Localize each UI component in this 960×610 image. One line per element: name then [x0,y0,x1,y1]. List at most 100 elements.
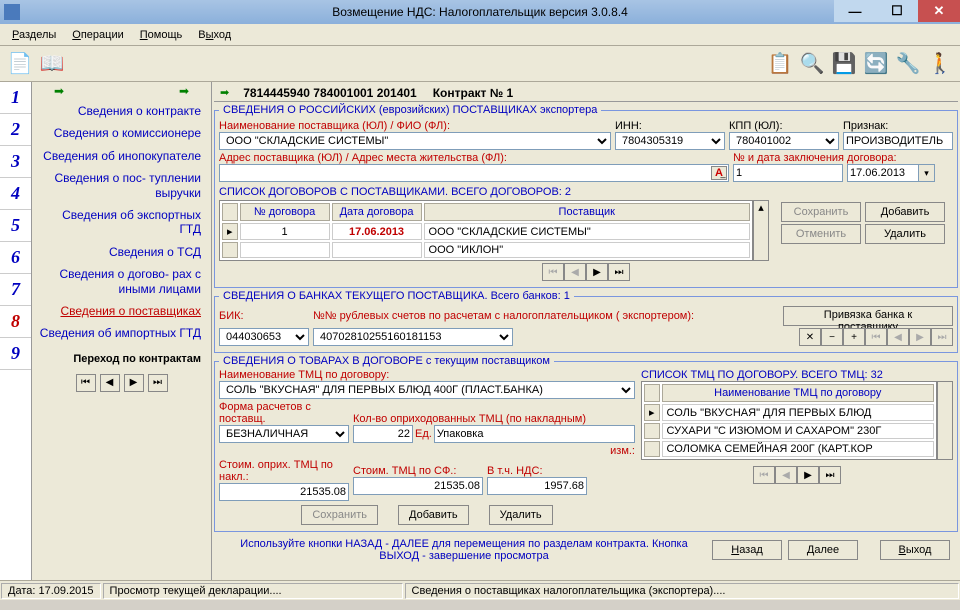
tmc-name-select[interactable]: СОЛЬ "ВКУСНАЯ" ДЛЯ ПЕРВЫХ БЛЮД 400Г (ПЛА… [219,381,635,399]
section-1[interactable]: 1 [0,82,31,114]
cost1-field[interactable] [219,483,349,501]
exit-button[interactable]: Выход [880,540,950,560]
supplier-name-select[interactable]: ООО "СКЛАДСКИЕ СИСТЕМЫ" [219,132,611,150]
book-icon[interactable]: 📖 [38,50,66,78]
contracts-scrollbar[interactable]: ▴ [753,200,769,261]
contract-date-field[interactable] [847,164,919,182]
tmc-last-button[interactable]: ⏭ [819,466,841,484]
bank-first-icon[interactable]: ⏮ [865,328,887,346]
tmc-prev-button[interactable]: ◀ [775,466,797,484]
acct-select[interactable]: 40702810255160181153 [313,328,513,346]
col-contract-no[interactable]: № договора [240,203,330,221]
section-5[interactable]: 5 [0,210,31,242]
doc-icon[interactable]: 📋 [766,50,794,78]
inn-select[interactable]: 7804305319 [615,132,725,150]
tmc-next-button[interactable]: ▶ [797,466,819,484]
contract-prev-button[interactable]: ◀ [100,374,120,392]
tmc-col-header[interactable]: Наименование ТМЦ по договору [662,384,934,402]
cost2-field[interactable] [353,477,483,495]
sidebar-item-commissioner[interactable]: Сведения о комиссионере [34,122,209,144]
minimize-button[interactable]: — [834,0,876,22]
goods-add-button[interactable]: Добавить [398,505,469,525]
table-row[interactable]: СУХАРИ "С ИЗЮМОМ И САХАРОМ" 230Г [644,423,934,439]
vat-field[interactable] [487,477,587,495]
contracts-table[interactable]: № договора Дата договора Поставщик ▸ 1 1… [219,200,753,261]
goods-delete-button[interactable]: Удалить [489,505,553,525]
section-4[interactable]: 4 [0,178,31,210]
payform-select[interactable]: БЕЗНАЛИЧНАЯ [219,425,349,443]
sidebar-item-import-gtd[interactable]: Сведения об импортных ГТД [34,322,209,344]
search-icon[interactable]: 🔍 [798,50,826,78]
bank-cancel-icon[interactable]: ✕ [799,328,821,346]
add-button[interactable]: Добавить [865,202,945,222]
nav-prev-button[interactable]: ◀ [564,263,586,281]
tmc-table[interactable]: Наименование ТМЦ по договору ▸СОЛЬ "ВКУС… [641,381,937,460]
window-title: Возмещение НДС: Налогоплательщик версия … [332,5,628,19]
col-contract-date[interactable]: Дата договора [332,203,422,221]
table-row[interactable]: ООО "ИКЛОН" [222,242,750,258]
tmc-name-label: Наименование ТМЦ по договору: [219,369,635,381]
contract-number-label: Контракт № 1 [425,86,521,100]
bank-minus-icon[interactable]: − [821,328,843,346]
sidebar-item-other-contracts[interactable]: Сведения о догово- рах с иными лицами [34,263,209,300]
sidebar-item-suppliers[interactable]: Сведения о поставщиках [34,300,209,322]
section-8[interactable]: 8 [0,306,31,338]
contract-date-picker[interactable]: ▾ [847,164,935,182]
sidebar-item-tsd[interactable]: Сведения о ТСД [34,241,209,263]
declaration-id: 7814445940 784001001 201401 [235,86,425,100]
section-9[interactable]: 9 [0,338,31,370]
qty-field[interactable] [353,425,413,443]
table-row[interactable]: ▸СОЛЬ "ВКУСНАЯ" ДЛЯ ПЕРВЫХ БЛЮД [644,404,934,421]
menu-exit[interactable]: Выход [190,27,239,43]
tmc-first-button[interactable]: ⏮ [753,466,775,484]
section-3[interactable]: 3 [0,146,31,178]
contract-no-field[interactable] [733,164,843,182]
bank-prev-icon[interactable]: ◀ [887,328,909,346]
table-row[interactable]: ▸ 1 17.06.2013 ООО "СКЛАДСКИЕ СИСТЕМЫ" [222,223,750,240]
next-button[interactable]: Далее [788,540,858,560]
section-7[interactable]: 7 [0,274,31,306]
exit-icon[interactable]: 🚶 [926,50,954,78]
section-2[interactable]: 2 [0,114,31,146]
sidebar-item-revenue[interactable]: Сведения о пос- туплении выручки [34,167,209,204]
save-icon[interactable]: 💾 [830,50,858,78]
addr-edit-icon[interactable]: A̲ [711,166,727,180]
section-6[interactable]: 6 [0,242,31,274]
delete-button[interactable]: Удалить [865,224,945,244]
addr-field[interactable]: A̲ [219,164,729,182]
sidebar-item-foreign-buyer[interactable]: Сведения об инопокупателе [34,145,209,167]
contract-next-button[interactable]: ▶ [124,374,144,392]
sign-field[interactable] [843,132,953,150]
unit-field[interactable] [434,425,635,443]
menu-sections[interactable]: Разделы [4,27,64,43]
tool-icon[interactable]: 🔧 [894,50,922,78]
nav-next-button[interactable]: ▶ [586,263,608,281]
contract-last-button[interactable]: ⏭ [148,374,168,392]
tmc-scrollbar[interactable] [937,381,953,460]
side-arrow-left-icon[interactable]: ➡ [54,84,64,100]
close-button[interactable]: ✕ [918,0,960,22]
link-bank-button[interactable]: Привязка банка к поставщику [783,306,953,326]
menu-help[interactable]: Помощь [132,27,191,43]
sidebar-item-export-gtd[interactable]: Сведения об экспортных ГТД [34,204,209,241]
maximize-button[interactable]: ☐ [876,0,918,22]
contract-first-button[interactable]: ⏮ [76,374,96,392]
side-arrow-right-icon[interactable]: ➡ [179,84,189,100]
nav-first-button[interactable]: ⏮ [542,263,564,281]
bik-select[interactable]: 044030653 [219,328,309,346]
date-dropdown-icon[interactable]: ▾ [919,164,935,182]
addr-label: Адрес поставщика (ЮЛ) / Адрес места жите… [219,152,729,164]
table-row[interactable]: СОЛОМКА СЕМЕЙНАЯ 200Г (КАРТ.КОР [644,441,934,457]
bank-last-icon[interactable]: ⏭ [931,328,953,346]
bank-next-icon[interactable]: ▶ [909,328,931,346]
bank-plus-icon[interactable]: + [843,328,865,346]
col-supplier[interactable]: Поставщик [424,203,750,221]
sidebar-contracts-nav-label: Переход по контрактам [34,345,209,370]
nav-last-button[interactable]: ⏭ [608,263,630,281]
menu-operations[interactable]: Операции [64,27,131,43]
kpp-select[interactable]: 780401002 [729,132,839,150]
sidebar-item-contract[interactable]: Сведения о контракте [34,100,209,122]
refresh-icon[interactable]: 🔄 [862,50,890,78]
help-icon[interactable]: 📄 [6,50,34,78]
back-button[interactable]: Назад [712,540,782,560]
